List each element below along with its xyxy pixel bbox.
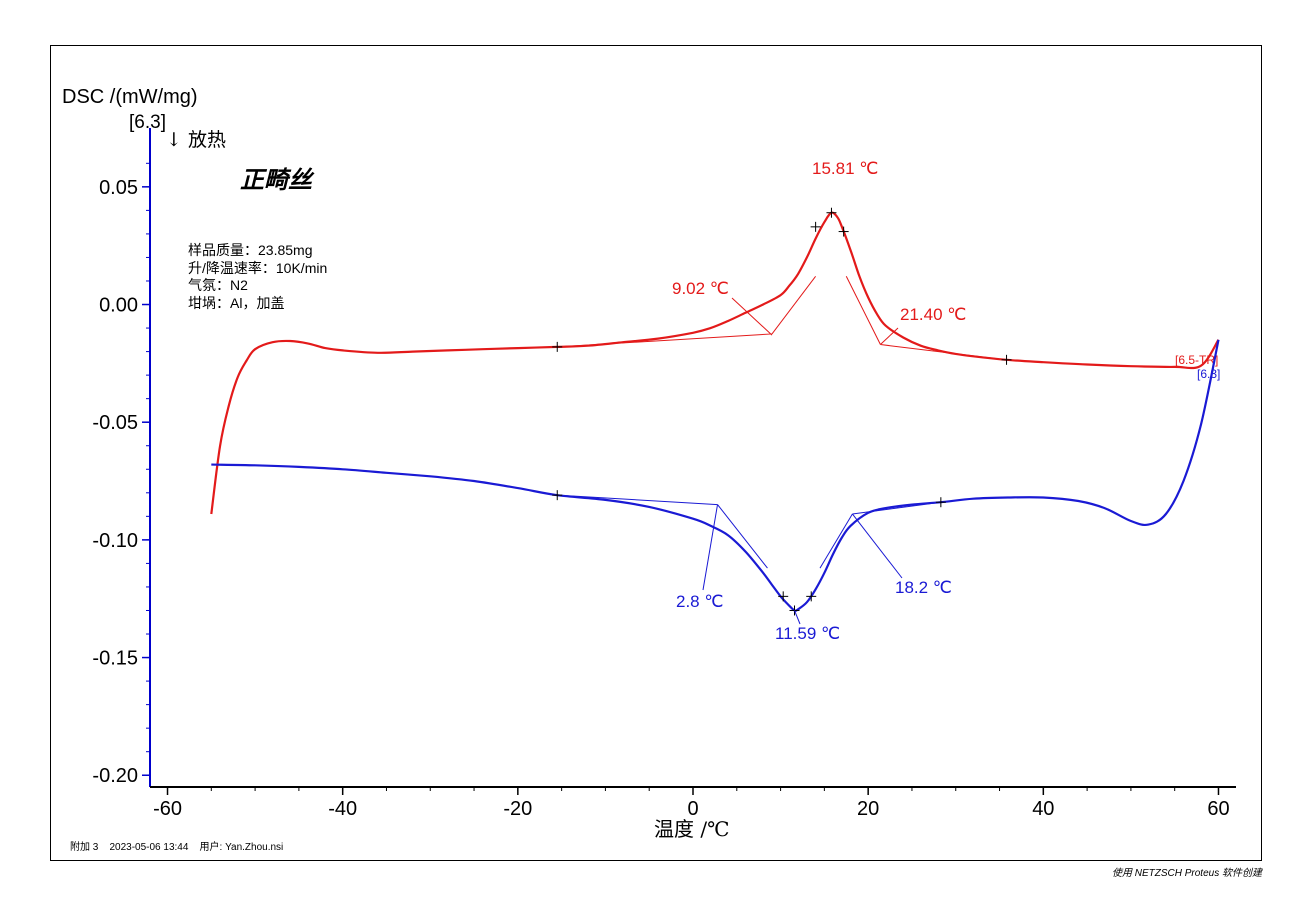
info-line: 升/降温速率：10K/min xyxy=(188,260,327,276)
info-line: 样品质量：23.85mg xyxy=(188,242,312,258)
annotation-label: 9.02 ℃ xyxy=(672,279,729,298)
annotation-leader xyxy=(702,504,719,591)
baseline-tangent xyxy=(557,333,773,348)
chart-frame xyxy=(50,45,1262,861)
annotation-leader xyxy=(731,297,773,336)
series-line-cooling xyxy=(211,339,1220,612)
annotation-label: 11.59 ℃ xyxy=(775,624,840,643)
series-line-heating xyxy=(210,211,1220,515)
x-tick-label: -40 xyxy=(328,798,357,820)
y-tick-label: -0.05 xyxy=(92,412,138,434)
baseline-tangent xyxy=(557,494,718,506)
y-axis-segment-label: [6.3] xyxy=(129,112,166,133)
annotation-leader xyxy=(880,327,899,345)
annotation-label: 21.40 ℃ xyxy=(900,305,966,324)
plot-area: 0.05 0.00 -0.05 -0.10 -0.15 -0.20 -60 -40 -20 0 20… xyxy=(92,128,1236,820)
series-end-label: [6.3] xyxy=(1197,367,1220,381)
x-tick-label: -20 xyxy=(503,798,532,820)
end-tangent xyxy=(845,276,881,345)
y-axis-label: DSC /(mW/mg) xyxy=(62,86,198,108)
onset-tangent xyxy=(771,275,817,335)
annotation-label: 18.2 ℃ xyxy=(895,578,952,597)
x-tick-label: 60 xyxy=(1207,798,1229,820)
y-tick-label: -0.15 xyxy=(92,648,138,670)
x-tick-label: 20 xyxy=(857,798,879,820)
footer-info: 附加 3 2023-05-06 13:44 用户: Yan.Zhou.nsi xyxy=(70,842,284,853)
y-tick-label: 0.00 xyxy=(99,295,138,317)
end-tangent xyxy=(717,504,768,569)
annotation-leader xyxy=(852,513,903,579)
annotation-label: 15.81 ℃ xyxy=(812,159,878,178)
info-line: 坩埚：Al，加盖 xyxy=(188,295,284,311)
chart-title: 正畸丝 xyxy=(240,165,315,194)
y-tick-label: -0.20 xyxy=(92,765,138,787)
x-tick-label: 0 xyxy=(687,798,698,820)
x-tick-label: -60 xyxy=(153,798,182,820)
series-end-label: [6.5-TR] xyxy=(1175,353,1218,367)
baseline-tangent xyxy=(880,344,1007,361)
x-tick-label: 40 xyxy=(1032,798,1054,820)
annotation-leader xyxy=(794,610,801,625)
info-line: 气氛：N2 xyxy=(188,277,248,293)
footer-credit: 使用 NETZSCH Proteus 软件创建 xyxy=(1111,868,1262,879)
onset-tangent xyxy=(819,513,853,569)
y-tick-label: -0.10 xyxy=(92,530,138,552)
x-axis-label: 温度 /℃ xyxy=(654,817,729,841)
exo-direction-label: ↓ 放热 xyxy=(166,129,226,151)
annotation-label: 2.8 ℃ xyxy=(676,592,723,611)
y-tick-label: 0.05 xyxy=(99,177,138,199)
baseline-tangent xyxy=(852,501,941,515)
